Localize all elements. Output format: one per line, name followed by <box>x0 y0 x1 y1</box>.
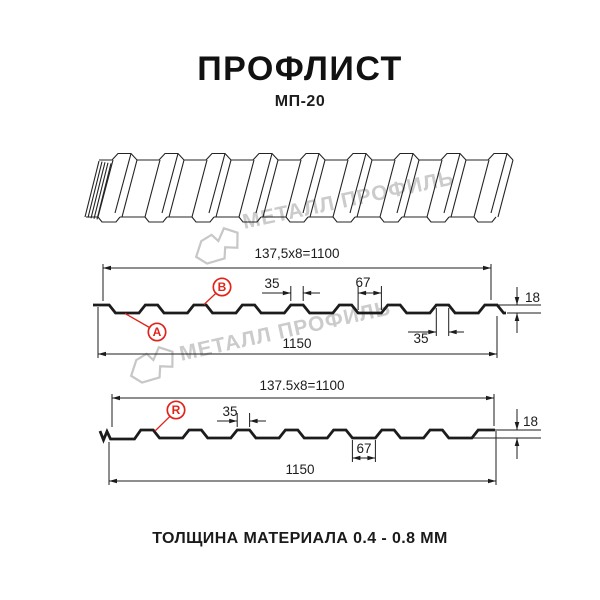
point-letter: A <box>153 325 162 339</box>
dim-rib-top-width: 35 <box>222 404 237 419</box>
dim-profile-height: 18 <box>525 290 540 305</box>
point-label-r: R <box>154 400 186 432</box>
profile-3d-view <box>84 152 514 223</box>
dim-rib-bottom-width: 35 <box>413 331 428 346</box>
model-code: МП-20 <box>274 93 326 110</box>
point-letter: B <box>218 280 227 294</box>
dim-valley-width: 67 <box>356 441 371 456</box>
dim-valley-width: 67 <box>355 275 370 290</box>
point-label-a: A <box>124 312 167 342</box>
dimension-labels-front: 137,5x8=1100 35 67 18 35 1150 <box>255 246 541 351</box>
dim-profile-height: 18 <box>523 414 538 429</box>
point-letter: R <box>172 403 181 417</box>
dimension-labels-reverse: 137.5x8=1100 35 67 18 1150 <box>222 378 538 477</box>
dim-overall-width: 1150 <box>282 336 311 351</box>
dim-overall-width: 1150 <box>285 462 314 477</box>
dim-rib-top-width: 35 <box>264 276 279 291</box>
cross-section-reverse-geometry <box>98 394 541 485</box>
dim-working-width: 137,5x8=1100 <box>255 246 340 261</box>
metall-profil-logo-icon <box>194 226 239 265</box>
material-thickness-note: ТОЛЩИНА МАТЕРИАЛА 0.4 - 0.8 ММ <box>152 530 448 547</box>
cross-section-front-geometry <box>93 264 541 358</box>
point-label-b: B <box>203 277 232 305</box>
page-title: ПРОФЛИСТ <box>197 50 403 88</box>
metall-profil-logo-icon <box>129 345 174 384</box>
dim-working-width: 137.5x8=1100 <box>260 378 345 393</box>
